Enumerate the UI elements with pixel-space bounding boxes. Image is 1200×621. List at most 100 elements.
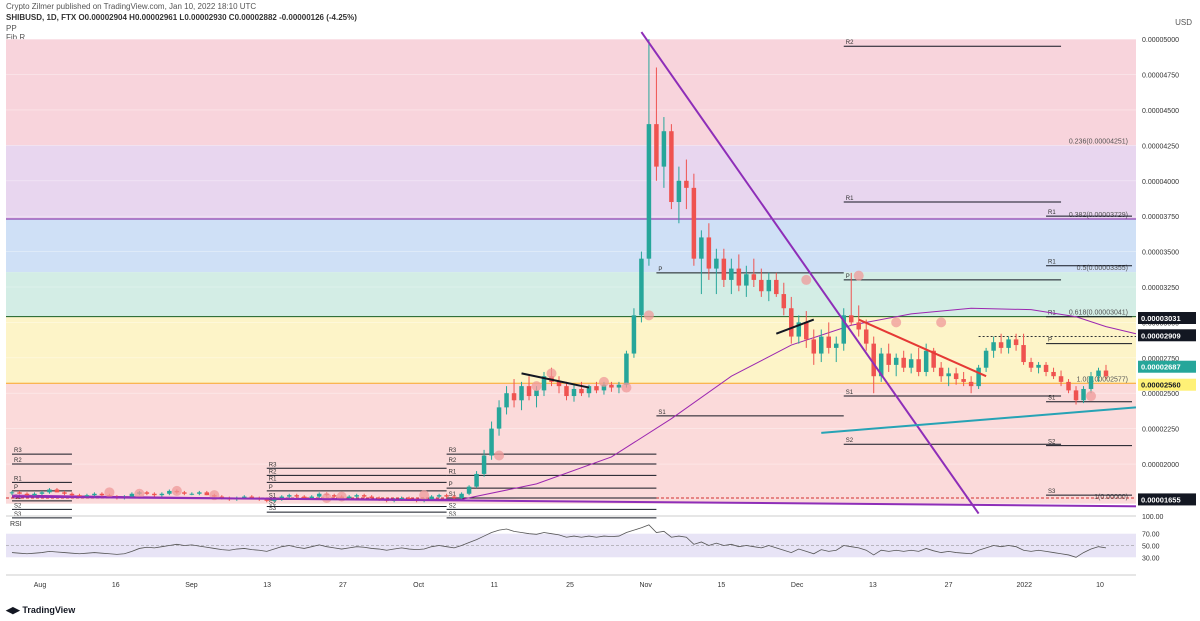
candle-body (744, 274, 749, 286)
candle-body (77, 495, 82, 497)
candle-99 (751, 258, 757, 287)
candle-65 (496, 400, 502, 436)
candle-4 (39, 490, 45, 496)
candle-body (519, 386, 524, 401)
fib-zone-3 (6, 272, 1136, 317)
candle-41 (316, 492, 322, 499)
currency-label: USD (1175, 18, 1192, 27)
candle-body (1051, 371, 1056, 377)
candle-body (968, 381, 974, 387)
time-label-14: 10 (1096, 582, 1104, 589)
fib-zone-0 (6, 39, 1136, 146)
candle-66 (504, 386, 509, 415)
candle-body (1006, 339, 1011, 348)
pivot-label-10: S1 (1048, 396, 1056, 402)
fib-label-5: 1(0.00000) (1094, 494, 1128, 501)
trendline-black-oct (521, 372, 590, 389)
price-tick-7: 0.00003250 (1142, 285, 1179, 292)
candle-body (167, 490, 172, 494)
marker-point-14 (853, 270, 864, 281)
fib-label-2: 0.5(0.00003355) (1077, 265, 1128, 272)
candlesticks[interactable] (9, 39, 1109, 503)
candle-body (39, 492, 45, 494)
marker-point-7 (494, 450, 505, 461)
candle-109 (826, 322, 832, 354)
price-tick-2: 0.00004500 (1142, 108, 1179, 115)
candle-body (369, 496, 374, 499)
trendline-purple-long (11, 495, 1166, 508)
pivot-label-30: R1 (14, 476, 22, 482)
candle-120 (908, 353, 914, 374)
candle-71 (541, 371, 547, 397)
candle-body (459, 493, 464, 499)
candle-80 (609, 381, 614, 392)
candle-0 (9, 490, 15, 496)
candle-body (1021, 345, 1026, 363)
candle-137 (1036, 362, 1041, 374)
time-axis[interactable]: Aug 16 Sep 13 27 Oct 11 25 Nov 15 Dec 13 27 2022 10 (6, 574, 1136, 589)
candle-body (47, 489, 52, 493)
candle-body (781, 294, 787, 309)
pivot-label-1: R1 (846, 196, 854, 202)
candle-body (1103, 370, 1109, 377)
candle-body (766, 279, 772, 292)
candle-128 (968, 376, 974, 394)
trendlines[interactable] (11, 31, 1166, 515)
price-label-bg-2 (1138, 360, 1196, 373)
indicator-pp-label[interactable]: PP (6, 24, 17, 33)
candle-125 (946, 367, 951, 387)
candle-117 (886, 343, 891, 372)
candle-body (571, 388, 577, 397)
candle-body (848, 315, 854, 323)
price-tick-9: 0.00002750 (1142, 356, 1179, 363)
candle-body (24, 493, 30, 496)
candle-body (1028, 362, 1034, 368)
rsi-tick-3: 30.00 (1142, 555, 1160, 562)
candle-body (204, 492, 210, 496)
candle-98 (744, 265, 749, 297)
fib-zones (6, 39, 1136, 504)
rsi-line (11, 524, 1107, 558)
candle-body (84, 495, 90, 497)
pivot-label-17: P (449, 482, 453, 488)
candle-body (931, 350, 936, 368)
price-label-4: 0.00001655 (1141, 495, 1181, 504)
time-label-11: 13 (869, 582, 877, 589)
fib-label-4: 1.0(0.00002577) (1077, 376, 1128, 383)
rsi-tick-2: 50.00 (1142, 544, 1160, 551)
candle-140 (1058, 370, 1064, 387)
candle-body (294, 495, 299, 497)
candle-84 (639, 251, 644, 323)
marker-point-13 (801, 274, 812, 285)
pivot-label-0: R2 (846, 40, 854, 46)
candle-body (474, 473, 479, 487)
rsi-label: RSI (10, 521, 22, 528)
candle-5 (47, 488, 52, 494)
candle-body (976, 367, 981, 387)
candle-body (197, 492, 202, 494)
candle-37 (286, 493, 292, 499)
candle-body (534, 390, 539, 397)
price-axis[interactable]: 0.00005000 0.00004750 0.00004500 0.00004250… (1136, 0, 1200, 575)
candle-body (639, 258, 644, 316)
time-label-0: Aug (34, 582, 47, 589)
pivot-label-15: R2 (449, 458, 457, 464)
candle-body (144, 492, 150, 494)
indicator-fib-label[interactable]: Fib R (6, 33, 26, 42)
candle-body (796, 322, 802, 337)
candle-126 (953, 367, 959, 385)
time-label-8: Nov (639, 582, 652, 589)
candle-26 (204, 490, 210, 496)
candle-113 (856, 305, 861, 337)
candle-body (811, 339, 817, 354)
candle-95 (721, 248, 727, 287)
pivot-label-24: P (269, 485, 273, 491)
candle-body (481, 455, 487, 474)
candle-body (399, 498, 404, 500)
candle-body (691, 187, 697, 259)
candle-body (669, 131, 674, 203)
rsi-pane: RSI 100.00 70.00 50.00 30.00 (6, 514, 1164, 562)
marker-point-8 (531, 381, 542, 392)
